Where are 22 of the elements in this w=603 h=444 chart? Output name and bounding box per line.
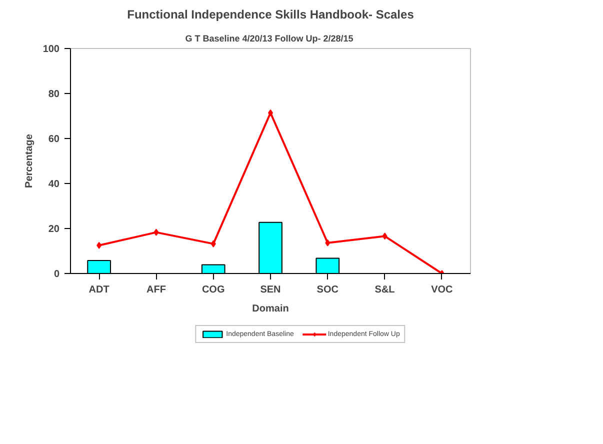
x-tick-label: VOC <box>431 284 453 296</box>
y-tick-label: 60 <box>48 134 60 145</box>
point <box>96 242 102 249</box>
y-tick-label: 100 <box>42 44 60 55</box>
x-tick-label: ADT <box>88 284 110 296</box>
y-tick-label: 20 <box>48 224 60 235</box>
chart-title: Functional Independence Skills Handbook- Scales <box>127 8 414 22</box>
point <box>382 232 388 240</box>
x-tick-label: SOC <box>316 284 338 296</box>
y-tick-label: 0 <box>54 269 60 280</box>
y-axis-title: Percentage <box>24 134 35 188</box>
point <box>325 239 330 246</box>
y-tick-label: 80 <box>48 89 60 100</box>
x-tick-label: COG <box>202 284 225 296</box>
x-axis-title: Domain <box>252 304 289 314</box>
x-tick-label: S&L <box>374 284 395 296</box>
point <box>210 240 216 248</box>
y-tick-label: 40 <box>48 179 60 190</box>
x-tick-label: SEN <box>260 284 281 296</box>
x-tick-label: AFF <box>146 284 166 296</box>
chart-subtitle: G T Baseline 4/20/13 Follow Up- 2/28/15 <box>185 34 354 44</box>
point <box>154 228 159 236</box>
